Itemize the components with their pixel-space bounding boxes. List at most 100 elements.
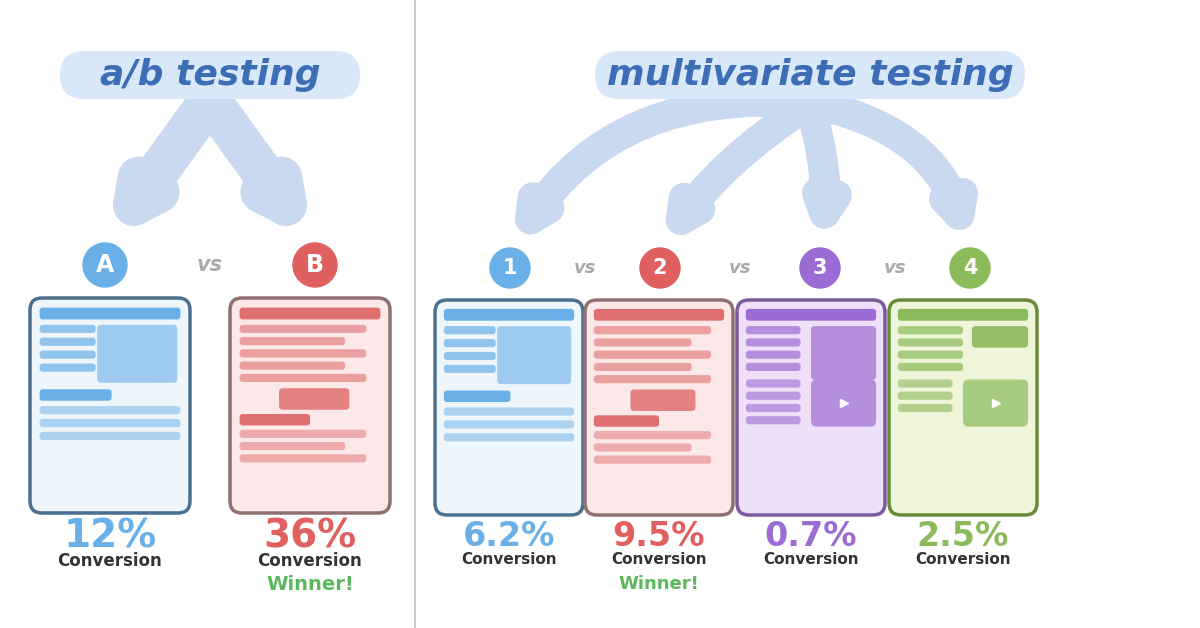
FancyBboxPatch shape — [240, 337, 346, 345]
FancyBboxPatch shape — [240, 374, 366, 382]
FancyBboxPatch shape — [240, 349, 366, 357]
Text: 9.5%: 9.5% — [613, 519, 706, 553]
FancyBboxPatch shape — [594, 443, 691, 452]
FancyBboxPatch shape — [746, 416, 800, 425]
FancyBboxPatch shape — [40, 308, 180, 320]
FancyBboxPatch shape — [240, 430, 366, 438]
FancyBboxPatch shape — [746, 309, 876, 321]
FancyBboxPatch shape — [40, 350, 96, 359]
Text: Conversion: Conversion — [611, 553, 707, 568]
Text: multivariate testing: multivariate testing — [607, 58, 1013, 92]
FancyBboxPatch shape — [746, 404, 800, 412]
Text: Conversion: Conversion — [58, 552, 162, 570]
FancyBboxPatch shape — [594, 375, 712, 383]
FancyBboxPatch shape — [240, 454, 366, 462]
FancyBboxPatch shape — [40, 406, 180, 414]
FancyBboxPatch shape — [972, 326, 1028, 347]
FancyBboxPatch shape — [746, 326, 800, 334]
FancyBboxPatch shape — [746, 379, 800, 387]
FancyBboxPatch shape — [40, 432, 180, 440]
FancyBboxPatch shape — [811, 326, 876, 380]
FancyBboxPatch shape — [586, 300, 733, 515]
Text: Conversion: Conversion — [258, 552, 362, 570]
Text: Conversion: Conversion — [763, 553, 859, 568]
FancyBboxPatch shape — [240, 442, 346, 450]
FancyBboxPatch shape — [497, 326, 571, 384]
Text: 1: 1 — [503, 258, 517, 278]
FancyBboxPatch shape — [898, 404, 953, 412]
Text: 2: 2 — [653, 258, 667, 278]
FancyBboxPatch shape — [594, 415, 659, 427]
FancyBboxPatch shape — [444, 352, 496, 360]
FancyBboxPatch shape — [594, 363, 691, 371]
FancyBboxPatch shape — [30, 298, 190, 513]
FancyBboxPatch shape — [40, 364, 96, 372]
FancyBboxPatch shape — [898, 363, 964, 371]
FancyBboxPatch shape — [40, 389, 112, 401]
Circle shape — [293, 243, 337, 287]
FancyBboxPatch shape — [898, 350, 964, 359]
Circle shape — [83, 243, 127, 287]
Circle shape — [640, 248, 680, 288]
Text: a/b testing: a/b testing — [100, 58, 320, 92]
FancyBboxPatch shape — [444, 326, 496, 334]
FancyBboxPatch shape — [594, 309, 724, 321]
FancyBboxPatch shape — [40, 419, 180, 427]
FancyBboxPatch shape — [280, 388, 349, 409]
FancyBboxPatch shape — [898, 309, 1028, 321]
Text: vs: vs — [574, 259, 596, 277]
FancyBboxPatch shape — [436, 300, 583, 515]
FancyBboxPatch shape — [240, 414, 310, 425]
Text: 6.2%: 6.2% — [463, 519, 556, 553]
FancyBboxPatch shape — [594, 350, 712, 359]
FancyBboxPatch shape — [746, 363, 800, 371]
FancyBboxPatch shape — [97, 325, 178, 383]
FancyBboxPatch shape — [240, 325, 366, 333]
FancyBboxPatch shape — [595, 51, 1025, 99]
Text: vs: vs — [883, 259, 906, 277]
FancyBboxPatch shape — [594, 431, 712, 439]
FancyBboxPatch shape — [746, 392, 800, 400]
FancyBboxPatch shape — [444, 408, 574, 416]
FancyBboxPatch shape — [746, 338, 800, 347]
FancyBboxPatch shape — [898, 392, 953, 400]
FancyBboxPatch shape — [444, 433, 574, 441]
FancyBboxPatch shape — [240, 308, 380, 320]
FancyBboxPatch shape — [898, 326, 964, 334]
Text: 36%: 36% — [264, 517, 356, 555]
Text: B: B — [306, 253, 324, 277]
FancyBboxPatch shape — [630, 389, 696, 411]
FancyBboxPatch shape — [40, 325, 96, 333]
FancyBboxPatch shape — [594, 326, 712, 334]
FancyBboxPatch shape — [444, 309, 574, 321]
Text: vs: vs — [197, 255, 223, 275]
FancyBboxPatch shape — [737, 300, 886, 515]
Text: 4: 4 — [962, 258, 977, 278]
Text: 3: 3 — [812, 258, 827, 278]
Text: Conversion: Conversion — [916, 553, 1010, 568]
Circle shape — [800, 248, 840, 288]
FancyBboxPatch shape — [60, 51, 360, 99]
Circle shape — [950, 248, 990, 288]
FancyBboxPatch shape — [889, 300, 1037, 515]
Text: 2.5%: 2.5% — [917, 519, 1009, 553]
FancyBboxPatch shape — [746, 350, 800, 359]
Text: vs: vs — [728, 259, 751, 277]
Circle shape — [490, 248, 530, 288]
FancyBboxPatch shape — [240, 362, 346, 370]
FancyBboxPatch shape — [444, 365, 496, 373]
FancyBboxPatch shape — [898, 379, 953, 387]
Text: 0.7%: 0.7% — [764, 519, 857, 553]
FancyBboxPatch shape — [594, 455, 712, 463]
FancyBboxPatch shape — [444, 339, 496, 347]
FancyBboxPatch shape — [964, 379, 1028, 426]
FancyBboxPatch shape — [898, 338, 964, 347]
Text: A: A — [96, 253, 114, 277]
FancyBboxPatch shape — [444, 391, 510, 402]
Text: 12%: 12% — [64, 517, 157, 555]
FancyBboxPatch shape — [40, 338, 96, 346]
Text: Winner!: Winner! — [619, 575, 700, 593]
FancyBboxPatch shape — [594, 338, 691, 347]
FancyBboxPatch shape — [230, 298, 390, 513]
FancyBboxPatch shape — [444, 420, 574, 428]
